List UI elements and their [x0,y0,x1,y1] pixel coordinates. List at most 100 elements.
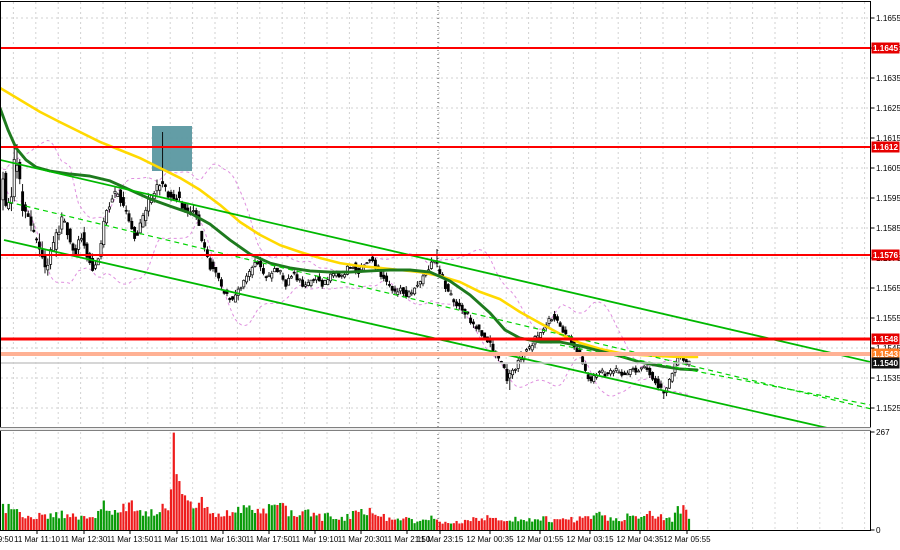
candle [606,372,610,375]
candle [631,368,635,371]
volume-bar [449,523,453,530]
teal-zone-rectangle[interactable] [152,126,192,171]
candle [119,189,123,203]
price-axis[interactable]: 1.1655 1.1645 1.1635 1.1625 1.1615 1.1605 1.15… [871,0,900,550]
channel-median-dashed[interactable] [7,201,871,410]
volume-bar [155,514,159,530]
candle [68,228,72,243]
volume-bar [578,516,581,530]
candle [127,213,131,222]
candle [676,357,680,366]
price-badge-1.1548: 1.1548 [871,333,900,345]
volume-bar [248,505,251,530]
volume-bar [505,520,509,530]
volume-bar [209,513,212,530]
candle [348,267,352,269]
volume-bar [35,518,38,530]
volume-bar [643,515,646,530]
trend-channel[interactable] [0,159,871,429]
candle [4,172,8,206]
volume-bar [111,514,114,530]
volume-bar [315,515,318,530]
volume-bar [545,516,548,530]
candle [401,287,405,294]
candle [102,220,106,246]
upper-bollinger-band [2,139,690,368]
svg-text:1.1540: 1.1540 [873,359,898,368]
volume-bar [561,518,565,530]
volume-bar [421,519,425,530]
time-tick-label[interactable]: 11 Mar 17:50 [246,535,293,544]
candle [281,275,285,280]
time-tick-label[interactable]: 12 Mar 03:15 [566,535,614,544]
volume-bar [536,519,539,530]
time-tick-label[interactable]: 11 Mar 20:30 [338,535,385,544]
time-tick-label[interactable]: 11 Mar 11:10 [14,535,61,544]
candle [228,298,232,301]
candle [446,284,450,292]
level-lines[interactable] [0,47,871,364]
channel-trendline[interactable] [3,239,829,429]
channel-median-dashed[interactable] [559,344,871,406]
candle [110,198,114,203]
volume-bar [360,508,363,530]
volume-bar [217,513,220,530]
pane-splitter[interactable] [0,427,871,431]
candle [298,278,302,281]
volume-bar [178,481,181,530]
candle [18,161,22,180]
highlight-rectangle[interactable] [152,126,192,171]
time-tick-label[interactable]: 11 Mar 13:50 [107,535,154,544]
channel-trendline[interactable] [0,159,871,363]
time-tick-label[interactable]: 11 Mar 19:10 [292,535,339,544]
price-tick-label: 1.1625 [876,104,900,113]
time-tick-label[interactable]: 12 Mar 00:35 [466,535,514,544]
candle [404,289,408,298]
candle [320,279,324,287]
time-tick-label[interactable]: 12 Mar 01:55 [516,535,564,544]
time-tick-label[interactable]: 11 Mar 23:15 [417,535,464,544]
candle [163,184,167,187]
candle [340,274,344,277]
time-tick-label[interactable]: 11 Mar 15:10 [154,535,201,544]
candle [133,226,137,239]
time-tick-label[interactable]: 11 Mar 21:50 [384,535,431,544]
candle [589,376,593,382]
time-tick-label[interactable]: 11 Mar 16:30 [200,535,247,544]
candle [15,164,19,172]
volume-bar [679,513,682,530]
volume-bar [181,494,184,530]
volume-bar [657,516,660,530]
price-tick-label: 1.1605 [876,164,900,173]
volume-bar [94,518,97,530]
candle [648,368,652,376]
candle [35,238,39,241]
volume-bar [203,507,206,530]
volume-bar [351,511,355,530]
time-tick-label[interactable]: 12 Mar 04:35 [616,535,664,544]
volume-bar [379,516,383,530]
candle [651,372,655,380]
volume-bar [139,510,142,530]
candle [155,184,159,192]
volume-bar [279,502,282,530]
volume-bar [284,505,287,530]
time-axis[interactable]: 11 Mar 11:10 11 Mar 12:30 11 Mar 13:50 11 M… [0,531,711,544]
candle [592,375,596,382]
candle [32,229,36,232]
time-tick-label[interactable]: 12 Mar 05:55 [663,535,711,544]
candle [561,326,565,333]
candle [379,271,383,277]
candle [309,279,313,287]
volume-bar [648,510,651,530]
candle [245,275,249,283]
candle [681,358,685,361]
volume-bar [150,509,153,530]
candle [51,242,55,251]
volume-bar [186,500,189,530]
time-tick-label[interactable]: 11 Mar 12:30 [61,535,108,544]
candle [105,210,109,224]
volume-bar [18,511,21,530]
